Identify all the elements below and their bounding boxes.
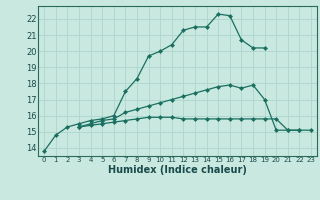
X-axis label: Humidex (Indice chaleur): Humidex (Indice chaleur) [108,165,247,175]
